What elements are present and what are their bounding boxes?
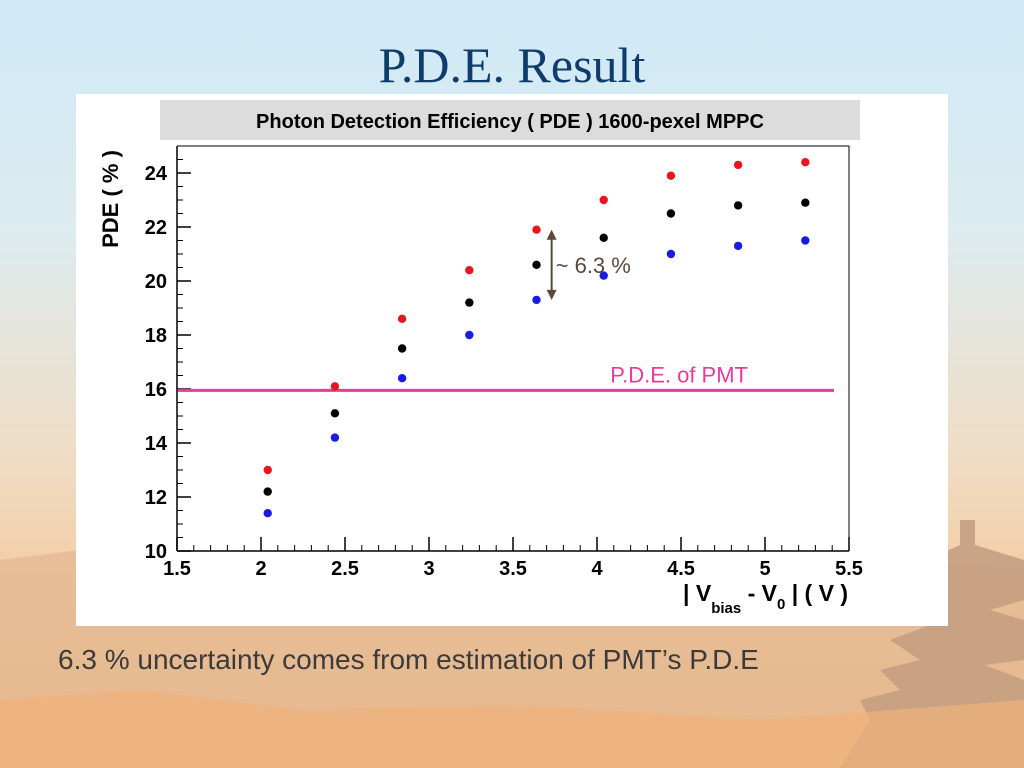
data-point bbox=[733, 160, 743, 170]
x-tick-label: 1.5 bbox=[163, 558, 191, 580]
x-tick-label: 3 bbox=[423, 558, 434, 580]
slide-title: P.D.E. Result bbox=[378, 37, 646, 93]
x-axis-label: | Vbias - V0 | ( V ) bbox=[683, 580, 848, 617]
y-tick-label: 12 bbox=[145, 487, 167, 509]
chart-panel: Photon Detection Efficiency ( PDE ) 1600… bbox=[76, 94, 948, 626]
data-point bbox=[397, 374, 407, 383]
data-point bbox=[599, 233, 608, 242]
x-tick-label: 4.5 bbox=[667, 558, 695, 580]
axes: 1.5 2 2.5 3 3.5 4 4.5 5 5.5 10 12 14 16 18 20 22 24 bbox=[145, 145, 863, 580]
x-tick-label: 5 bbox=[759, 558, 770, 580]
x-tick-label: 3.5 bbox=[499, 558, 527, 580]
data-point bbox=[599, 271, 608, 280]
y-tick-label: 20 bbox=[145, 271, 167, 293]
y-axis-label: PDE ( % ) bbox=[98, 150, 123, 248]
y-tick-label: 22 bbox=[145, 217, 167, 239]
x-tick-label: 4 bbox=[591, 558, 603, 580]
data-marks: P.D.E. of PMT ~ 6.3 % bbox=[178, 158, 834, 518]
y-tick-label: 10 bbox=[145, 541, 167, 563]
data-point bbox=[666, 209, 676, 218]
annotation-arrow-head-top bbox=[546, 229, 557, 240]
annotation-label: ~ 6.3 % bbox=[556, 253, 631, 278]
data-point bbox=[532, 225, 541, 234]
pmt-reference-label: P.D.E. of PMT bbox=[610, 362, 748, 387]
data-point bbox=[801, 198, 810, 207]
data-point bbox=[263, 465, 272, 475]
y-tick-label: 24 bbox=[145, 163, 168, 185]
data-point bbox=[263, 487, 272, 496]
foreground-hill bbox=[0, 690, 1024, 768]
data-point bbox=[666, 249, 676, 259]
annotation-arrow-head-bottom bbox=[546, 289, 557, 300]
data-point bbox=[330, 409, 340, 418]
data-point bbox=[532, 295, 541, 305]
data-point bbox=[733, 241, 743, 251]
y-tick-label: 16 bbox=[145, 379, 167, 401]
y-tick-label: 14 bbox=[145, 433, 168, 455]
data-point bbox=[330, 433, 340, 442]
data-point bbox=[801, 158, 810, 167]
data-point bbox=[465, 330, 474, 340]
x-tick-label: 2 bbox=[255, 558, 266, 580]
chart-title-box bbox=[160, 100, 860, 140]
data-point bbox=[330, 382, 340, 391]
data-point bbox=[599, 195, 608, 205]
data-point bbox=[397, 314, 407, 323]
data-point bbox=[733, 201, 743, 210]
y-tick-label: 18 bbox=[145, 325, 167, 347]
data-point bbox=[532, 260, 541, 269]
data-point bbox=[397, 344, 407, 353]
x-tick-label: 2.5 bbox=[331, 558, 359, 580]
slide-caption: 6.3 % uncertainty comes from estimation … bbox=[58, 644, 759, 675]
data-point bbox=[801, 236, 810, 245]
data-point bbox=[465, 298, 474, 307]
x-tick-label: 5.5 bbox=[835, 558, 863, 580]
data-point bbox=[465, 266, 474, 275]
data-point bbox=[263, 509, 272, 518]
data-point bbox=[666, 171, 676, 180]
pde-chart: Photon Detection Efficiency ( PDE ) 1600… bbox=[98, 100, 863, 617]
chart-title: Photon Detection Efficiency ( PDE ) 1600… bbox=[256, 111, 764, 133]
